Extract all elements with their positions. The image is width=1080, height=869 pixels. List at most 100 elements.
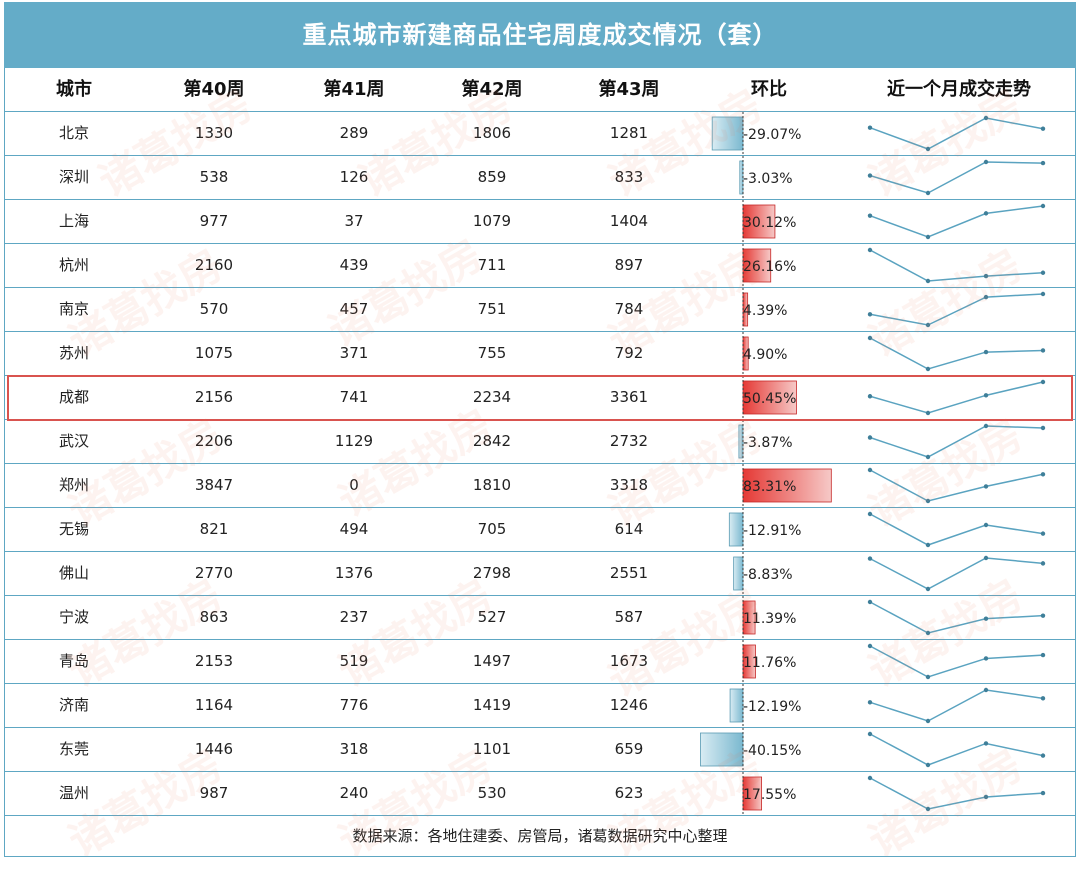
- trend-point: [867, 599, 873, 605]
- trend-line: [869, 425, 1044, 458]
- cell-w43: 1281: [609, 124, 649, 142]
- table-row: 宁波 863 237 527 587: [4, 596, 1076, 640]
- cell-w40: 2206: [194, 432, 234, 450]
- cell-w42: 755: [477, 344, 507, 362]
- change-label: -12.91%: [743, 523, 801, 539]
- table-row: 北京 1330 289 1806 1281: [4, 112, 1076, 156]
- cell-w42: 711: [477, 256, 507, 274]
- cell-w41: 457: [339, 300, 369, 318]
- cell-w40: 570: [199, 300, 229, 318]
- cell-w43: 587: [614, 608, 644, 626]
- trend-point: [925, 454, 931, 460]
- table-row: 深圳 538 126 859 833: [4, 156, 1076, 200]
- trend-point: [867, 435, 873, 440]
- cell-city: 北京: [58, 124, 89, 142]
- cell-w42: 2798: [472, 564, 512, 582]
- change-label: 11.39%: [743, 611, 796, 627]
- trend-point: [983, 159, 989, 165]
- cell-w43: 897: [614, 256, 644, 274]
- cell-city: 济南: [58, 696, 89, 714]
- trend-point: [983, 741, 989, 746]
- change-label: 4.90%: [743, 347, 787, 363]
- table-row: 无锡 821 494 705 614: [4, 508, 1076, 552]
- cell-w43: 614: [614, 520, 644, 538]
- trend-point: [983, 522, 989, 528]
- cell-w40: 538: [199, 168, 229, 186]
- trend-point: [867, 394, 873, 399]
- cell-w41: 126: [339, 168, 369, 186]
- cell-w43: 3318: [609, 476, 649, 494]
- cell-w41: 289: [339, 124, 369, 142]
- cell-w40: 821: [199, 520, 229, 538]
- cell-city: 温州: [58, 784, 89, 802]
- cell-w42: 527: [477, 608, 507, 626]
- cell-city: 郑州: [58, 476, 89, 494]
- trend-point: [1040, 126, 1046, 131]
- trend-point: [867, 335, 873, 341]
- cell-w40: 1446: [194, 740, 234, 758]
- trend-point: [925, 586, 931, 592]
- trend-point: [1040, 160, 1046, 166]
- cell-city: 上海: [58, 212, 89, 230]
- cell-w41: 439: [339, 256, 369, 274]
- change-label: -12.19%: [743, 699, 801, 715]
- cell-w42: 1079: [472, 212, 512, 230]
- trend-point: [1040, 531, 1046, 536]
- trend-point: [867, 173, 873, 178]
- cell-w43: 659: [614, 740, 644, 758]
- trend-point: [925, 410, 931, 416]
- cell-w40: 3847: [194, 476, 234, 494]
- cell-w40: 977: [199, 212, 229, 230]
- cell-city: 宁波: [58, 608, 89, 626]
- trend-point: [867, 247, 873, 253]
- change-label: -40.15%: [743, 743, 801, 759]
- cell-w42: 859: [477, 168, 507, 186]
- trend-point: [1040, 472, 1046, 477]
- trend-point: [867, 643, 873, 649]
- table-row: 武汉 2206 1129 2842 2732: [4, 420, 1076, 464]
- trend-point: [867, 312, 873, 317]
- cell-city: 成都: [58, 388, 89, 406]
- trend-line: [869, 513, 1044, 546]
- trend-point: [983, 616, 989, 621]
- trend-line: [869, 293, 1044, 326]
- cell-w40: 863: [199, 608, 229, 626]
- trend-point: [1040, 561, 1046, 566]
- trend-line: [869, 777, 1044, 810]
- cell-w43: 2732: [609, 432, 649, 450]
- trend-point: [983, 484, 989, 489]
- trend-point: [867, 556, 873, 561]
- cell-w43: 2551: [609, 564, 649, 582]
- cell-w40: 1164: [194, 696, 234, 714]
- cell-w40: 2160: [194, 256, 234, 274]
- trend-line: [869, 645, 1044, 678]
- change-label: 50.45%: [743, 391, 796, 407]
- trend-point: [867, 125, 873, 130]
- cell-w41: 318: [339, 740, 369, 758]
- trend-point: [925, 146, 931, 152]
- cell-w41: 519: [339, 652, 369, 670]
- trend-point: [867, 775, 873, 781]
- trend-point: [1040, 613, 1046, 618]
- cell-w41: 1129: [334, 432, 374, 450]
- cell-city: 东莞: [58, 740, 89, 758]
- trend-point: [867, 731, 873, 737]
- change-bar: [729, 688, 744, 723]
- trend-point: [925, 498, 931, 504]
- cell-w41: 0: [349, 476, 359, 494]
- header-change: 环比: [751, 79, 787, 100]
- trend-line: [869, 381, 1044, 414]
- change-label: 30.12%: [743, 215, 796, 231]
- table-row: 郑州 3847 0 1810 3318: [4, 464, 1076, 508]
- cell-w42: 1419: [472, 696, 512, 714]
- cell-w43: 1673: [609, 652, 649, 670]
- header-week42: 第42周: [461, 79, 523, 100]
- cell-w43: 623: [614, 784, 644, 802]
- trend-line: [869, 733, 1044, 766]
- trend-point: [925, 322, 931, 328]
- change-label: -3.87%: [743, 435, 793, 451]
- trend-point: [1040, 348, 1046, 353]
- cell-city: 武汉: [58, 432, 89, 450]
- cell-city: 深圳: [58, 168, 89, 186]
